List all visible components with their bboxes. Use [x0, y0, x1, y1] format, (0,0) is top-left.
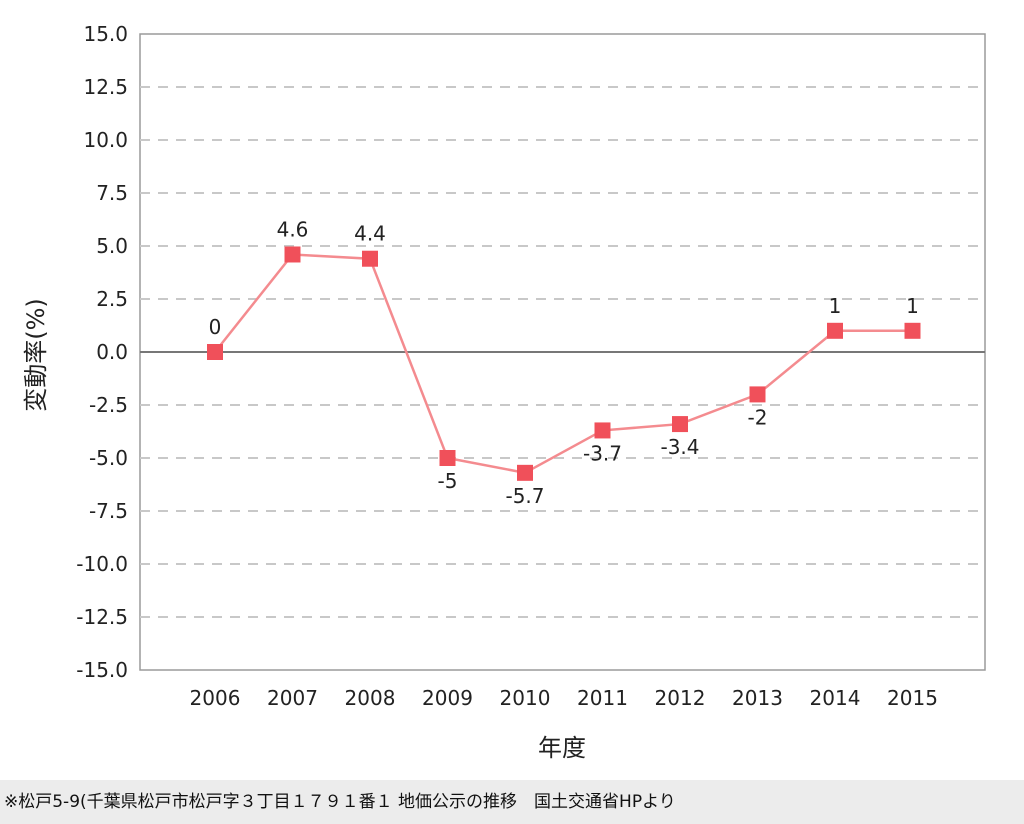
- data-label: 0: [209, 315, 222, 339]
- x-tick-label: 2014: [810, 686, 861, 710]
- data-point: [749, 386, 766, 403]
- y-tick-label: -5.0: [89, 446, 128, 470]
- data-point: [517, 464, 533, 481]
- x-tick-label: 2006: [190, 686, 241, 710]
- data-point: [439, 450, 456, 466]
- data-point: [827, 322, 843, 339]
- data-point: [207, 344, 223, 360]
- x-tick-label: 2009: [422, 686, 473, 710]
- y-tick-label: -12.5: [76, 605, 128, 629]
- chart-svg: 15.0 12.5 10.0 7.5 5.0 2.5 0.0 -2.5 -5.0 -7.5 -10.…: [22, 22, 986, 762]
- data-point: [594, 422, 611, 439]
- data-point: [284, 246, 301, 263]
- data-label: -3.7: [583, 441, 622, 465]
- data-point: [362, 250, 378, 267]
- y-tick-label: 5.0: [96, 234, 128, 258]
- source-caption: ※松戸5-9(千葉県松戸市松戸字３丁目１７９１番１ 地価公示の推移 国土交通省H…: [0, 780, 1024, 824]
- data-label: -3.4: [660, 435, 699, 459]
- x-tick-label: 2013: [732, 686, 783, 710]
- y-tick-label: 2.5: [96, 287, 128, 311]
- x-tick-label: 2011: [577, 686, 628, 710]
- y-tick-label: -7.5: [89, 499, 128, 523]
- data-point: [672, 416, 688, 433]
- series-line: [214, 253, 913, 475]
- data-label: 1: [829, 294, 842, 318]
- data-label: 4.4: [354, 222, 386, 246]
- x-tick-label: 2007: [267, 686, 318, 710]
- y-tick-label: 7.5: [96, 181, 128, 205]
- y-tick-label: -2.5: [89, 393, 128, 417]
- data-label: -5.7: [505, 484, 544, 508]
- y-tick-label: 10.0: [83, 128, 128, 152]
- x-tick-label: 2012: [655, 686, 706, 710]
- data-label: 4.6: [277, 217, 309, 241]
- data-label: -2: [748, 405, 768, 429]
- y-tick-label: 0.0: [96, 340, 128, 364]
- y-axis-label: 変動率(%): [22, 298, 50, 412]
- line-chart: 15.0 12.5 10.0 7.5 5.0 2.5 0.0 -2.5 -5.0 -7.5 -10.…: [22, 22, 986, 762]
- x-tick-label: 2008: [345, 686, 396, 710]
- y-tick-label: 12.5: [83, 75, 128, 99]
- y-tick-label: -15.0: [76, 658, 128, 682]
- data-point: [904, 322, 921, 339]
- data-label: 1: [906, 294, 919, 318]
- x-tick-label: 2010: [500, 686, 551, 710]
- y-tick-label: -10.0: [76, 552, 128, 576]
- data-label: -5: [438, 469, 458, 493]
- x-axis-label: 年度: [538, 734, 586, 762]
- y-tick-label: 15.0: [83, 22, 128, 46]
- x-tick-label: 2015: [887, 686, 938, 710]
